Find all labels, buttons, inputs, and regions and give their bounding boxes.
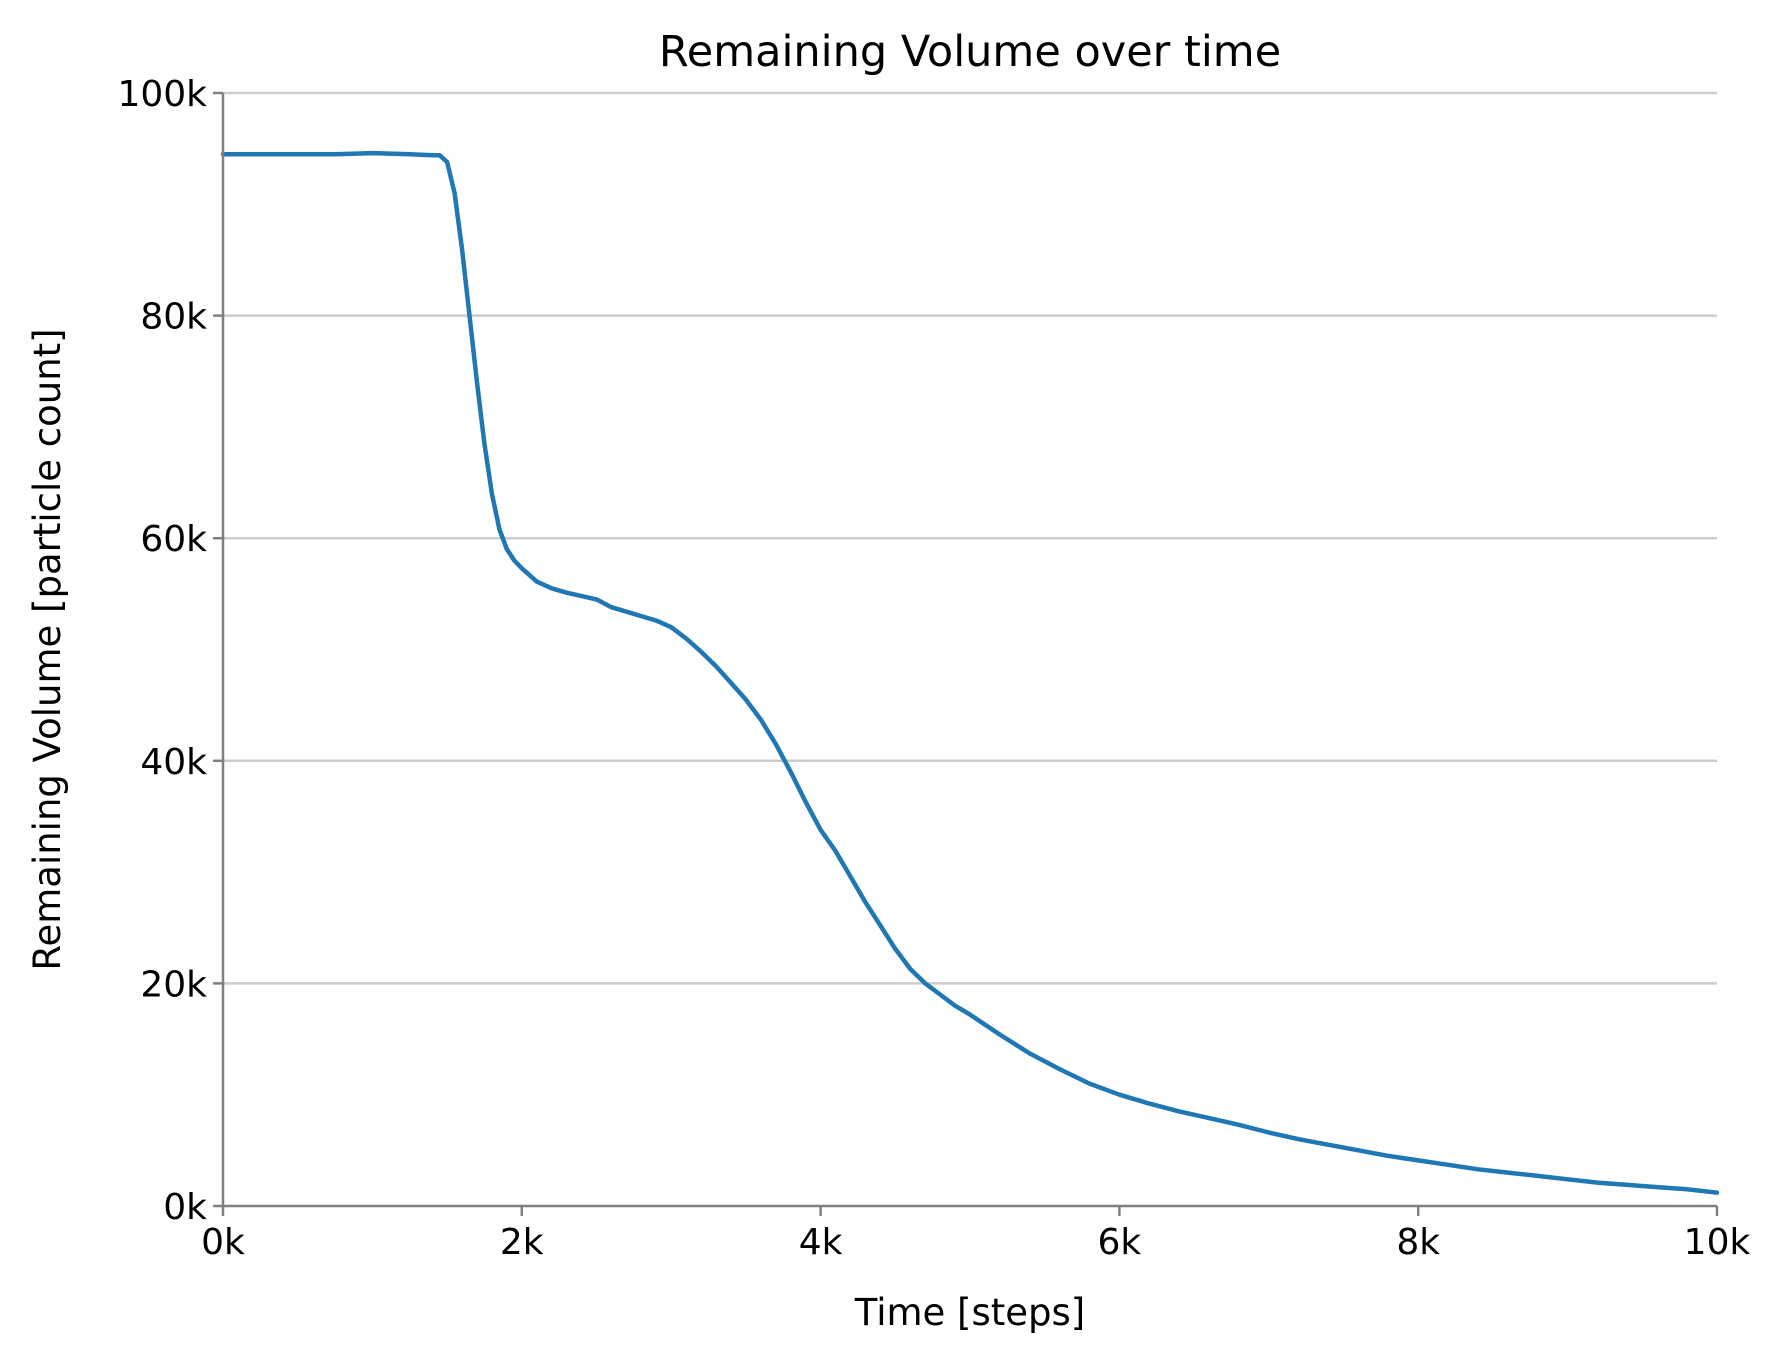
y-tick-label: 20k <box>140 964 207 1005</box>
y-tick-label: 60k <box>140 519 207 560</box>
y-tick-label: 100k <box>117 74 207 115</box>
x-tick-label: 10k <box>1684 1222 1751 1263</box>
x-tick-label: 0k <box>201 1222 245 1263</box>
gridlines <box>223 91 1717 985</box>
axes <box>221 93 1717 1208</box>
y-tick-label: 80k <box>140 297 207 338</box>
x-tick-label: 4k <box>799 1222 843 1263</box>
x-tick-label: 8k <box>1396 1222 1440 1263</box>
series-line-0 <box>220 150 1720 1195</box>
x-tick-label: 2k <box>500 1222 544 1263</box>
x-tick-label: 6k <box>1098 1222 1142 1263</box>
chart-title: Remaining Volume over time <box>659 27 1281 77</box>
x-axis-label: Time [steps] <box>854 1291 1086 1334</box>
y-tick-label: 0k <box>163 1187 207 1228</box>
x-axis-ticks: 0k 2k 4k 6k 8k 10k <box>201 1206 1750 1263</box>
y-tick-label: 40k <box>140 742 207 783</box>
y-axis-label: Remaining Volume [particle count] <box>26 328 69 970</box>
series-layer <box>220 150 1720 1195</box>
y-axis-ticks: 0k 20k 40k 60k 80k 100k <box>117 74 223 1228</box>
